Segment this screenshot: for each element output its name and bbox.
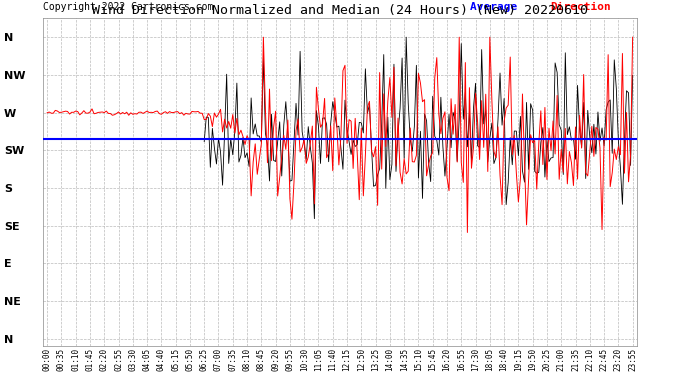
Text: Copyright 2022 Cartronics.com: Copyright 2022 Cartronics.com bbox=[43, 2, 213, 12]
Title: Wind Direction Normalized and Median (24 Hours) (New) 20220610: Wind Direction Normalized and Median (24… bbox=[92, 4, 588, 17]
Text: Direction: Direction bbox=[551, 2, 611, 12]
Text: Average: Average bbox=[471, 2, 524, 12]
